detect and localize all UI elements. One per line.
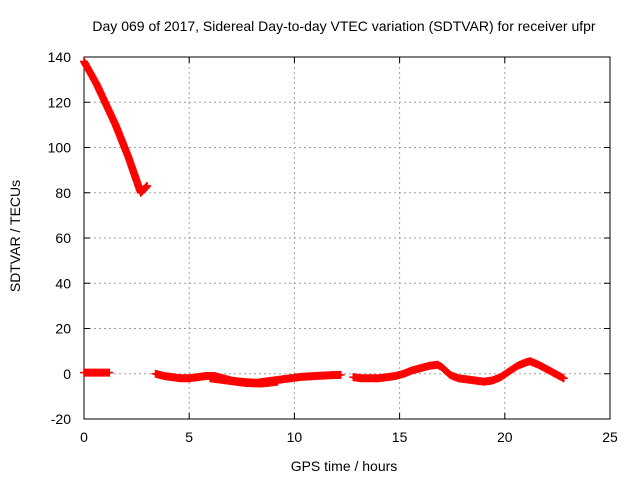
- data-point-marker: [142, 182, 151, 191]
- y-tick-label: 140: [48, 49, 72, 65]
- data-point-marker: [273, 377, 282, 386]
- x-tick-label: 10: [287, 429, 303, 445]
- series-segment-1-decline: [80, 57, 152, 197]
- data-point-marker: [143, 181, 152, 190]
- y-tick-label: 120: [48, 94, 72, 110]
- data-point-marker: [559, 374, 568, 383]
- y-tick-label: 40: [55, 275, 71, 291]
- series-segment-3-lower: [206, 374, 282, 388]
- y-tick-label: 20: [55, 321, 71, 337]
- y-tick-label: 80: [55, 185, 71, 201]
- chart-title: Day 069 of 2017, Sidereal Day-to-day VTE…: [92, 18, 596, 34]
- y-tick-label: 100: [48, 140, 72, 156]
- data-points: [80, 57, 568, 388]
- x-axis-title: GPS time / hours: [291, 458, 398, 474]
- x-tick-label: 5: [185, 429, 193, 445]
- data-point-marker: [336, 370, 345, 379]
- ticks: 0 5 10 15 20 25 -20 0 20 40 60 80 100 120 140: [48, 49, 618, 445]
- y-axis-title: SDTVAR / TECUs: [7, 180, 23, 292]
- grid: [84, 57, 610, 419]
- data-point-marker: [105, 368, 114, 377]
- x-tick-label: 15: [392, 429, 408, 445]
- y-tick-label: 60: [55, 230, 71, 246]
- series-segment-4: [349, 357, 568, 386]
- series-segment-2-flat: [80, 368, 114, 377]
- y-tick-label: -20: [51, 411, 71, 427]
- x-tick-label: 20: [497, 429, 513, 445]
- x-tick-label: 25: [602, 429, 618, 445]
- y-tick-label: 0: [63, 366, 71, 382]
- x-tick-label: 0: [80, 429, 88, 445]
